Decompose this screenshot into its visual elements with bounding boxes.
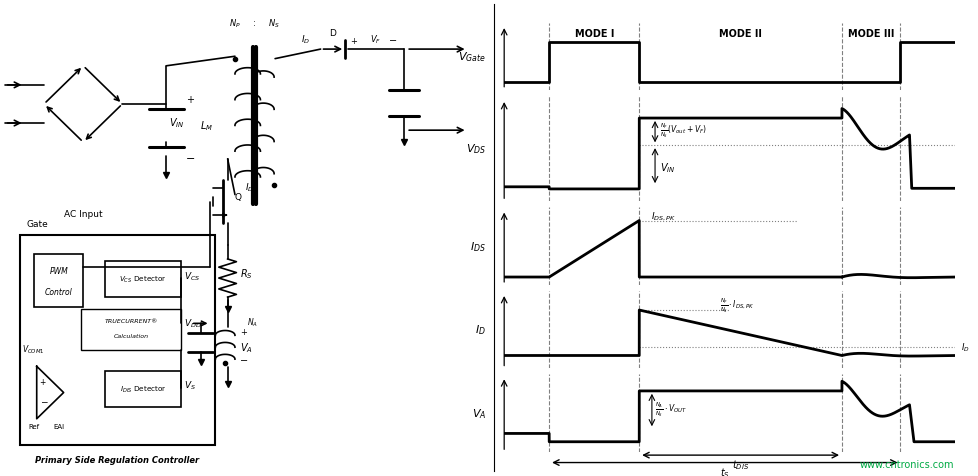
Text: $t_{DIS}$: $t_{DIS}$	[732, 457, 748, 471]
Bar	[106, 262, 181, 298]
Text: −: −	[388, 36, 397, 46]
Text: $V_S$: $V_S$	[183, 379, 196, 391]
Text: $I_{DS}$: $I_{DS}$	[244, 181, 258, 194]
Text: +: +	[350, 37, 357, 46]
Text: $V_{IN}$: $V_{IN}$	[660, 161, 676, 175]
Text: TRUECURRENT®: TRUECURRENT®	[104, 318, 157, 323]
Text: Control: Control	[45, 287, 72, 296]
Text: $I_D$: $I_D$	[960, 341, 969, 353]
Text: $t_S$: $t_S$	[719, 465, 729, 476]
Text: $V_{COM1}$: $V_{COM1}$	[22, 343, 45, 356]
Text: $I_{DIS}$ Detector: $I_{DIS}$ Detector	[119, 384, 166, 394]
Text: D: D	[329, 29, 336, 38]
Text: $V_{CS}$ Detector: $V_{CS}$ Detector	[119, 275, 167, 285]
Text: Calculation: Calculation	[113, 334, 149, 339]
Text: $I_D$: $I_D$	[301, 34, 310, 46]
Text: $V_{DD}$: $V_{DD}$	[183, 317, 200, 329]
Text: $V_F$: $V_F$	[369, 34, 380, 46]
Text: PWM: PWM	[49, 266, 68, 275]
Text: MODE II: MODE II	[719, 29, 761, 39]
Text: Q: Q	[235, 193, 242, 202]
Text: $\frac{N_A}{N_S} \cdot V_{OUT}$: $\frac{N_A}{N_S} \cdot V_{OUT}$	[654, 400, 687, 418]
Text: +: +	[39, 377, 46, 386]
Text: $V_{IN}$: $V_{IN}$	[169, 116, 184, 130]
Bar	[34, 255, 83, 307]
Bar	[80, 309, 181, 350]
Text: MODE III: MODE III	[847, 29, 894, 39]
Text: −: −	[240, 355, 247, 365]
Text: www.cntronics.com: www.cntronics.com	[859, 459, 954, 469]
Text: $V_{CS}$: $V_{CS}$	[183, 269, 200, 282]
Text: AC Input: AC Input	[64, 209, 103, 218]
Text: $V_A$: $V_A$	[240, 341, 252, 354]
Bar	[20, 236, 215, 445]
Bar	[106, 371, 181, 407]
Text: $I_{DS}$: $I_{DS}$	[469, 239, 486, 253]
Text: $\frac{N_P}{N_S}(V_{out}+V_F)$: $\frac{N_P}{N_S}(V_{out}+V_F)$	[660, 121, 707, 139]
Text: Primary Side Regulation Controller: Primary Side Regulation Controller	[35, 455, 200, 464]
Text: :: :	[253, 19, 255, 28]
Text: $V_{Gate}$: $V_{Gate}$	[458, 50, 486, 64]
Text: Gate: Gate	[26, 219, 49, 228]
Text: +: +	[186, 94, 194, 104]
Text: MODE I: MODE I	[574, 29, 613, 39]
Text: Ref: Ref	[28, 424, 40, 429]
Text: EAI: EAI	[53, 424, 65, 429]
Text: +: +	[240, 327, 246, 337]
Text: $I_D$: $I_D$	[474, 323, 486, 337]
Text: $N_A$: $N_A$	[246, 316, 258, 328]
Text: $V_{DS}$: $V_{DS}$	[466, 142, 486, 156]
Text: −: −	[39, 396, 47, 405]
Text: $L_M$: $L_M$	[200, 119, 212, 133]
Text: −: −	[186, 154, 196, 164]
Text: $V_A$: $V_A$	[471, 407, 486, 420]
Text: $I_{DS,PK}$: $I_{DS,PK}$	[649, 210, 675, 222]
Text: $N_P$: $N_P$	[229, 17, 241, 30]
Text: $R_S$: $R_S$	[240, 267, 252, 280]
Text: $\frac{N_P}{N_S} \cdot I_{DS,PK}$: $\frac{N_P}{N_S} \cdot I_{DS,PK}$	[720, 297, 754, 315]
Text: $N_S$: $N_S$	[268, 17, 280, 30]
